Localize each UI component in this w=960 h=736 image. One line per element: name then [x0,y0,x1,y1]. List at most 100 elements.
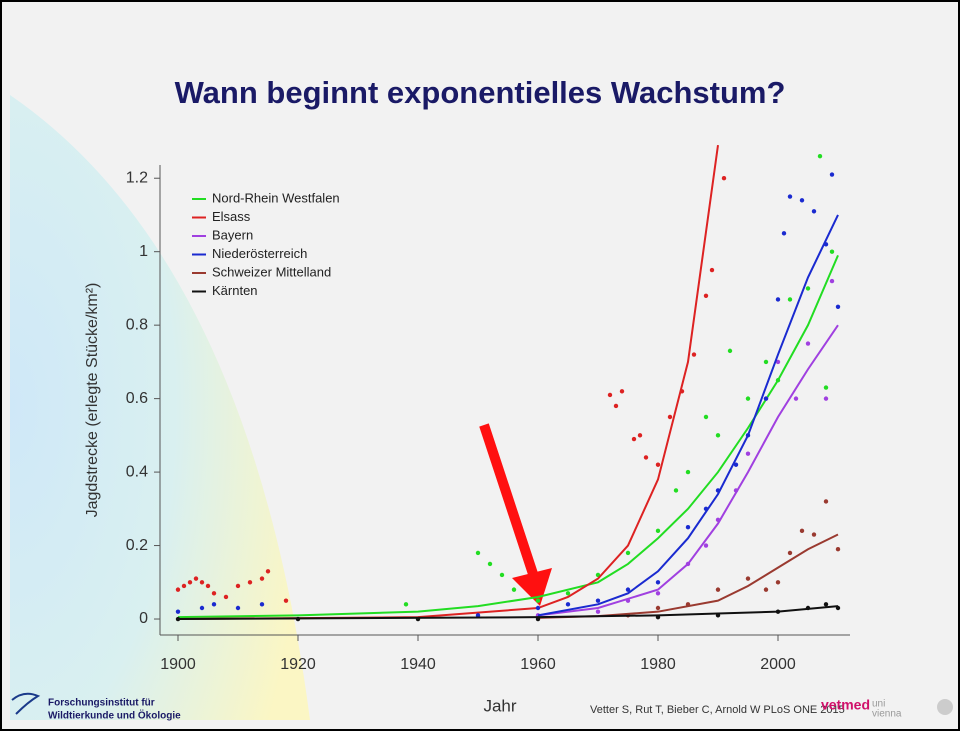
data-point [811,532,817,537]
data-point [535,616,541,622]
data-point [631,436,637,442]
data-point [403,602,409,607]
data-point [535,598,541,603]
data-point [733,488,739,493]
data-point [175,587,181,592]
data-point [535,605,541,611]
data-point [625,587,631,592]
x-tick-label: 1940 [400,656,436,673]
institute-name: Wildtierkunde und Ökologie [48,709,181,722]
data-point [829,172,835,177]
data-point [475,613,481,618]
legend-label: Elsass [212,209,251,224]
data-point [487,561,493,567]
data-point [685,602,691,607]
institute-name: Forschungsinstitut für [48,698,155,709]
data-point [673,488,679,493]
data-point [715,517,721,523]
data-point [835,605,841,611]
data-point [787,297,793,302]
data-point [703,414,709,420]
data-point [805,605,811,611]
data-point [247,580,253,585]
data-point [637,433,643,438]
y-tick-label: 0.6 [126,390,148,407]
data-point [235,583,241,589]
data-point [715,613,721,618]
data-point [499,572,505,578]
y-axis-label: Jagdstrecke (erlegte Stücke/km²) [84,283,101,518]
slide-title: Wann beginnt exponentielles Wachstum? [175,75,786,110]
data-point [787,550,793,556]
data-point [199,605,205,611]
y-tick-label: 1 [139,243,148,260]
data-point [295,616,301,622]
data-point [811,209,817,214]
data-point [709,267,715,273]
x-tick-label: 1920 [280,656,316,673]
data-point [775,580,781,585]
y-tick-label: 0.8 [126,316,148,333]
data-point [415,616,421,622]
logo: uni [872,699,885,710]
data-point [211,591,217,596]
data-point [259,602,265,607]
legend-label: Bayern [212,227,253,242]
data-point [691,352,697,357]
data-point [511,587,517,592]
data-point [613,403,619,409]
data-point [685,469,691,475]
data-point [175,609,181,614]
data-point [283,598,289,603]
data-point [823,242,829,247]
data-point [703,293,709,298]
logo: vetmed [821,697,870,713]
data-point [235,605,241,611]
x-tick-label: 1900 [160,656,196,673]
x-tick-label: 1960 [520,656,556,673]
x-axis-label: Jahr [483,696,516,715]
data-point [823,602,829,607]
fit-line [177,605,839,621]
data-point [685,561,691,567]
data-point [793,396,799,401]
data-point [703,506,709,512]
data-point [205,583,211,589]
data-point [727,348,733,354]
fit-line [177,145,719,621]
logo: vienna [872,709,902,720]
data-point [619,389,625,394]
logo-icon [937,699,953,715]
data-point [565,602,571,607]
data-point [643,455,649,460]
data-point [823,499,829,504]
data-point [475,550,481,556]
data-point [595,598,601,603]
data-point [625,598,631,603]
data-point [835,547,841,552]
data-point [565,591,571,596]
data-point [823,385,829,390]
y-tick-label: 0 [139,610,148,627]
x-tick-label: 1980 [640,656,676,673]
y-tick-label: 1.2 [126,169,148,186]
fit-line [177,254,839,619]
data-point [259,576,265,581]
legend-label: Kärnten [212,283,258,298]
data-point [763,359,769,365]
fit-line [537,324,839,617]
data-point [715,488,721,493]
data-point [211,602,217,607]
data-point [175,616,181,622]
data-point [799,198,805,203]
data-point [763,396,769,401]
data-point [715,587,721,592]
data-point [655,528,661,534]
data-point [775,297,781,302]
data-point [655,605,661,611]
data-point [733,462,739,467]
data-point [685,524,691,530]
data-point [181,583,187,589]
data-point [745,433,751,438]
